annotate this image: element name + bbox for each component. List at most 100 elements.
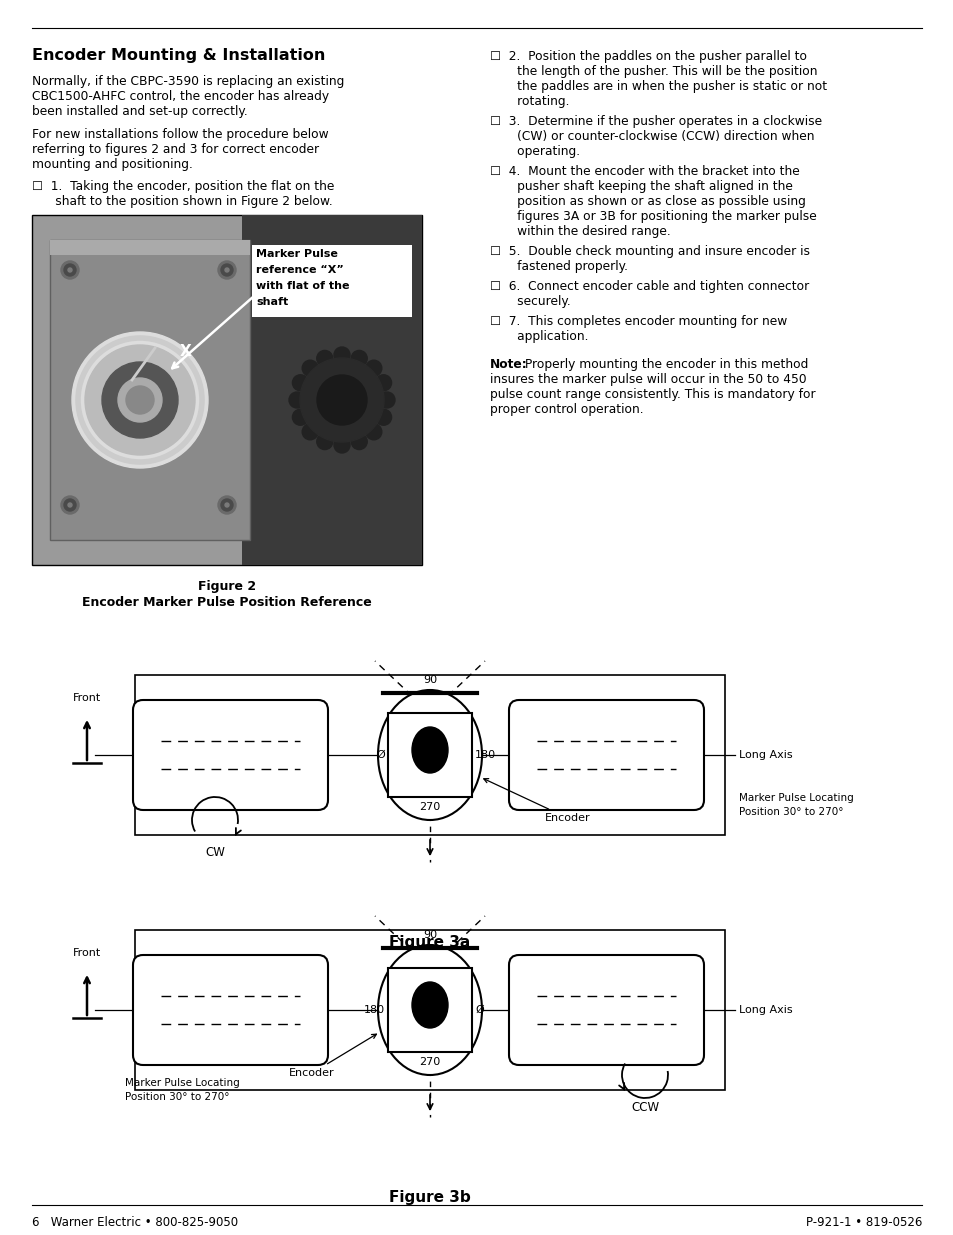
Ellipse shape: [377, 690, 481, 820]
Text: 180: 180: [475, 750, 496, 760]
Text: application.: application.: [490, 330, 588, 343]
Bar: [50, 240, 250, 540]
Text: ☐  1.  Taking the encoder, position the flat on the: ☐ 1. Taking the encoder, position the fl…: [32, 180, 334, 193]
Bar: [388, 968, 472, 1052]
Text: ☐  7.  This completes encoder mounting for new: ☐ 7. This completes encoder mounting for…: [490, 315, 786, 329]
Circle shape: [61, 496, 79, 514]
Text: Long Axis: Long Axis: [739, 750, 792, 760]
Text: within the desired range.: within the desired range.: [490, 225, 670, 238]
Circle shape: [302, 424, 318, 440]
Text: CCW: CCW: [630, 1100, 659, 1114]
Text: 270: 270: [419, 802, 440, 811]
Bar: [135, 676, 724, 835]
Bar: [242, 215, 421, 564]
Circle shape: [71, 332, 208, 468]
Circle shape: [316, 433, 333, 450]
FancyBboxPatch shape: [509, 955, 703, 1065]
FancyBboxPatch shape: [132, 700, 328, 810]
Circle shape: [375, 374, 391, 390]
Circle shape: [68, 503, 71, 508]
Text: For new installations follow the procedure below: For new installations follow the procedu…: [32, 128, 328, 141]
Text: pulse count range consistently. This is mandatory for: pulse count range consistently. This is …: [490, 388, 815, 401]
Text: 90: 90: [422, 676, 436, 685]
Text: ☐  5.  Double check mounting and insure encoder is: ☐ 5. Double check mounting and insure en…: [490, 245, 809, 258]
Text: referring to figures 2 and 3 for correct encoder: referring to figures 2 and 3 for correct…: [32, 143, 319, 156]
Text: position as shown or as close as possible using: position as shown or as close as possibl…: [490, 195, 805, 207]
Circle shape: [316, 375, 367, 425]
Circle shape: [351, 433, 367, 450]
Circle shape: [221, 499, 233, 511]
Text: Long Axis: Long Axis: [739, 1005, 792, 1015]
Text: mounting and positioning.: mounting and positioning.: [32, 158, 193, 170]
Text: ☐  4.  Mount the encoder with the bracket into the: ☐ 4. Mount the encoder with the bracket …: [490, 165, 799, 178]
Text: ☐  3.  Determine if the pusher operates in a clockwise: ☐ 3. Determine if the pusher operates in…: [490, 115, 821, 128]
Text: with flat of the: with flat of the: [255, 282, 349, 291]
Circle shape: [102, 362, 178, 438]
Circle shape: [68, 268, 71, 272]
Text: P-921-1 • 819-0526: P-921-1 • 819-0526: [804, 1216, 921, 1229]
Circle shape: [61, 261, 79, 279]
Circle shape: [293, 409, 308, 425]
Text: been installed and set-up correctly.: been installed and set-up correctly.: [32, 105, 248, 119]
Text: Normally, if the CBPC-3590 is replacing an existing: Normally, if the CBPC-3590 is replacing …: [32, 75, 344, 88]
Text: Note:: Note:: [490, 358, 527, 370]
Ellipse shape: [412, 982, 448, 1028]
Text: Encoder Marker Pulse Position Reference: Encoder Marker Pulse Position Reference: [82, 597, 372, 609]
Circle shape: [316, 351, 333, 367]
Text: Marker Pulse: Marker Pulse: [255, 249, 337, 259]
Circle shape: [118, 378, 162, 422]
Text: 6   Warner Electric • 800-825-9050: 6 Warner Electric • 800-825-9050: [32, 1216, 238, 1229]
Text: ☐  6.  Connect encoder cable and tighten connector: ☐ 6. Connect encoder cable and tighten c…: [490, 280, 808, 293]
Text: Marker Pulse Locating: Marker Pulse Locating: [739, 793, 853, 803]
Bar: [50, 240, 250, 254]
FancyBboxPatch shape: [509, 700, 703, 810]
Circle shape: [299, 358, 384, 442]
Ellipse shape: [377, 945, 481, 1074]
Text: Position 30° to 270°: Position 30° to 270°: [125, 1092, 230, 1102]
Text: CBC1500-AHFC control, the encoder has already: CBC1500-AHFC control, the encoder has al…: [32, 90, 329, 103]
Text: proper control operation.: proper control operation.: [490, 403, 643, 416]
Circle shape: [302, 361, 318, 377]
Circle shape: [334, 347, 350, 363]
Text: the length of the pusher. This will be the position: the length of the pusher. This will be t…: [490, 65, 817, 78]
Circle shape: [225, 268, 229, 272]
Bar: [135, 930, 724, 1091]
Circle shape: [378, 391, 395, 408]
Circle shape: [365, 361, 381, 377]
Circle shape: [126, 387, 153, 414]
Ellipse shape: [412, 727, 448, 773]
Text: 90: 90: [422, 930, 436, 940]
Bar: [388, 713, 472, 797]
Text: shaft: shaft: [255, 296, 288, 308]
Circle shape: [351, 351, 367, 367]
Bar: [252, 245, 412, 317]
Text: Encoder: Encoder: [483, 778, 590, 823]
Text: 270: 270: [419, 1057, 440, 1067]
Text: reference “X”: reference “X”: [255, 266, 343, 275]
Circle shape: [365, 424, 381, 440]
Text: 180: 180: [363, 1005, 385, 1015]
Text: shaft to the position shown in Figure 2 below.: shaft to the position shown in Figure 2 …: [32, 195, 333, 207]
Text: Position 30° to 270°: Position 30° to 270°: [739, 806, 842, 818]
Text: X: X: [180, 345, 192, 359]
Text: Properly mounting the encoder in this method: Properly mounting the encoder in this me…: [520, 358, 807, 370]
Circle shape: [334, 437, 350, 453]
Text: Figure 3b: Figure 3b: [389, 1191, 471, 1205]
Circle shape: [225, 503, 229, 508]
Text: Front: Front: [72, 948, 101, 958]
Circle shape: [289, 391, 305, 408]
Text: the paddles are in when the pusher is static or not: the paddles are in when the pusher is st…: [490, 80, 826, 93]
Text: Ø: Ø: [475, 1005, 483, 1015]
Text: rotating.: rotating.: [490, 95, 569, 107]
Text: insures the marker pulse will occur in the 50 to 450: insures the marker pulse will occur in t…: [490, 373, 806, 387]
Text: securely.: securely.: [490, 295, 570, 308]
Circle shape: [293, 374, 308, 390]
Circle shape: [64, 499, 76, 511]
Text: Encoder: Encoder: [289, 1034, 376, 1078]
Bar: [32, 215, 421, 564]
FancyBboxPatch shape: [132, 955, 328, 1065]
Text: (CW) or counter-clockwise (CCW) direction when: (CW) or counter-clockwise (CCW) directio…: [490, 130, 814, 143]
Circle shape: [85, 345, 194, 454]
Text: Figure 3a: Figure 3a: [389, 935, 470, 950]
Circle shape: [221, 264, 233, 275]
